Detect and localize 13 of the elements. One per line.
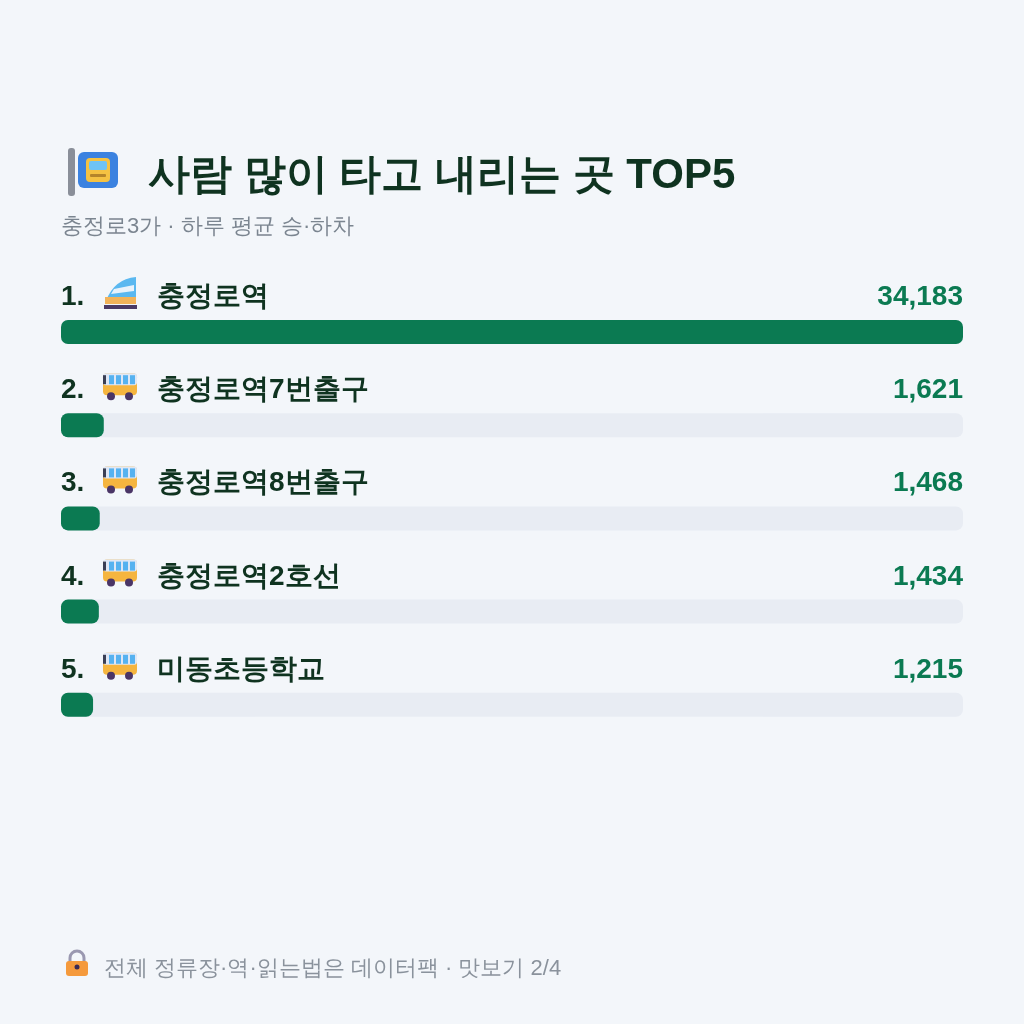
chart-title: 사람 많이 타고 내리는 곳 TOP5 bbox=[148, 150, 736, 197]
category-label: 1. 충정로역 bbox=[61, 280, 269, 311]
category-label: 4. 충정로역2호선 bbox=[61, 559, 341, 591]
data-label: 34,183 bbox=[877, 280, 963, 311]
category-label: 5. 미동초등학교 bbox=[61, 652, 325, 684]
category-label: 2. 충정로역7번출구 bbox=[61, 373, 369, 405]
data-label: 1,621 bbox=[892, 373, 963, 405]
category-label: 3. 충정로역8번출구 bbox=[61, 466, 369, 498]
chart-subtitle: 충정로3가 · 하루 평균 승·하차 bbox=[61, 213, 355, 238]
text: 전체 정류장·역·읽는법은 데이터팩 · 맛보기 2/4 bbox=[104, 955, 562, 980]
data-label: 1,434 bbox=[892, 559, 964, 591]
data-label: 1,215 bbox=[892, 652, 963, 684]
data-label: 1,468 bbox=[892, 466, 963, 498]
